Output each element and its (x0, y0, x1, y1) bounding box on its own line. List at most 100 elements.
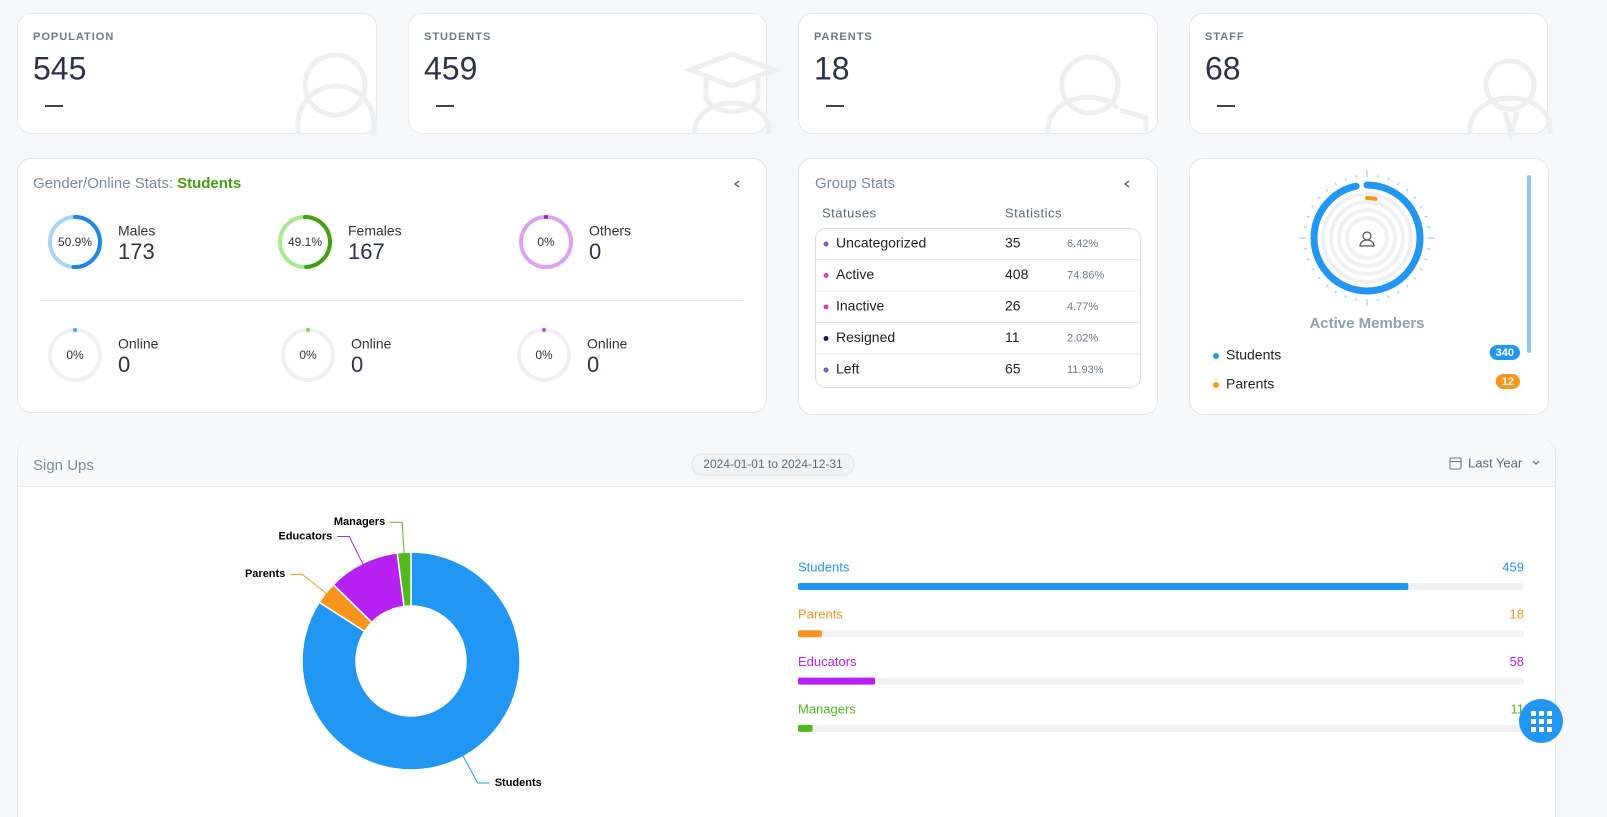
ring-tick (1303, 226, 1308, 228)
member-arc (1310, 181, 1424, 295)
legend-dot (1213, 382, 1219, 388)
ring-tick (1419, 268, 1423, 271)
gender-name: Others (589, 223, 631, 239)
date-range-pill (691, 453, 855, 476)
stat-label: STUDENTS (424, 31, 491, 43)
donut-segment (396, 551, 412, 608)
ring-tick (1317, 196, 1321, 200)
leader-line (460, 752, 490, 784)
count-badge (1495, 374, 1520, 389)
bar-label: Educators (798, 654, 857, 669)
leader-line (290, 573, 330, 596)
status-dot (823, 367, 829, 373)
online-count: 0 (587, 352, 599, 377)
bar (798, 630, 822, 638)
ring-tick (1355, 297, 1357, 302)
status-count: 65 (1005, 361, 1021, 377)
collapse-button[interactable] (1123, 180, 1130, 188)
ring-label: 50.9% (58, 235, 92, 249)
stat-label: STAFF (1205, 31, 1245, 43)
ring-guide (1329, 200, 1405, 276)
ring-label: 0% (537, 235, 555, 249)
column-header: Statuses (822, 205, 877, 220)
status-dot (823, 336, 829, 341)
ring-tick (1426, 226, 1431, 228)
status-dot (823, 241, 829, 247)
ring-tick (1306, 258, 1310, 261)
ring-tick (1419, 205, 1423, 208)
status-count: 35 (1005, 235, 1021, 251)
ring-tick (1413, 196, 1417, 200)
online-name: Online (118, 336, 159, 352)
ring-guide (1345, 216, 1389, 260)
status-name: Uncategorized (836, 235, 926, 251)
bar-label: Parents (798, 607, 843, 622)
bar-label: Managers (798, 701, 856, 716)
dropdown-arrow[interactable] (1532, 460, 1540, 465)
online-count: 0 (118, 352, 130, 377)
status-share: 74.86% (1067, 269, 1105, 281)
active-card (1189, 158, 1549, 415)
ring-fill (278, 215, 332, 269)
ring-tick (1397, 290, 1400, 294)
member-arc (1325, 196, 1409, 280)
status-name: Resigned (836, 329, 895, 345)
ring-tick (1424, 215, 1428, 218)
bar-value: 459 (1502, 559, 1524, 574)
member-count: 340 (1496, 347, 1514, 359)
ring-tick (1344, 295, 1347, 299)
bar (798, 724, 813, 732)
donut-label: Students (495, 777, 542, 789)
gender-name: Males (118, 223, 155, 239)
ring-fill (48, 328, 102, 382)
ring-tick (1344, 177, 1347, 181)
status-name: Left (836, 361, 859, 377)
stat-value: 68 (1205, 50, 1241, 86)
ring-tick (1405, 284, 1409, 288)
ring-tick (1311, 268, 1315, 271)
ring-tick (1325, 188, 1329, 192)
gender-count: 167 (348, 239, 385, 264)
gender-count: 0 (589, 239, 601, 264)
ring-tick (1377, 297, 1379, 302)
ring-tick (1311, 205, 1315, 208)
stat-value: 459 (424, 50, 477, 86)
ring-fill (519, 215, 573, 269)
member-name: Parents (1226, 376, 1274, 392)
bar-label: Students (798, 559, 850, 574)
bar-value: 18 (1510, 607, 1524, 622)
bar-track (798, 677, 1524, 685)
section-title: Sign Ups (33, 457, 94, 474)
collapse-button[interactable] (733, 180, 740, 188)
ring-tick (1355, 174, 1357, 179)
scrollbar[interactable] (1527, 175, 1531, 353)
ring-label: 0% (66, 348, 84, 362)
donut-segment (301, 551, 521, 771)
status-count: 11 (1005, 329, 1020, 345)
ring-tick (1413, 276, 1417, 280)
bar-value: 11 (1511, 701, 1525, 716)
stat-value: 545 (33, 50, 86, 86)
ring-fill (281, 328, 335, 382)
donut-label: Parents (245, 568, 285, 580)
status-count: 26 (1005, 298, 1021, 314)
online-name: Online (351, 336, 392, 352)
status-name: Inactive (836, 298, 884, 314)
donut-label: Educators (278, 530, 332, 542)
section-title: Active Members (1309, 315, 1424, 332)
member-icon (1359, 239, 1375, 247)
leader-line (337, 535, 365, 568)
ring-tick (1377, 174, 1379, 179)
status-share: 2.02% (1067, 332, 1098, 344)
ring-fill (517, 328, 571, 382)
ring-tick (1387, 177, 1390, 181)
legend-dot (1213, 353, 1219, 359)
period-select[interactable]: Last Year (1468, 455, 1523, 470)
status-share: 4.77% (1067, 301, 1098, 313)
section-title: Group Stats (815, 175, 895, 192)
stat-label: POPULATION (33, 31, 114, 43)
count-badge (1489, 345, 1520, 360)
bar-track (798, 630, 1524, 638)
column-header: Statistics (1005, 205, 1062, 220)
